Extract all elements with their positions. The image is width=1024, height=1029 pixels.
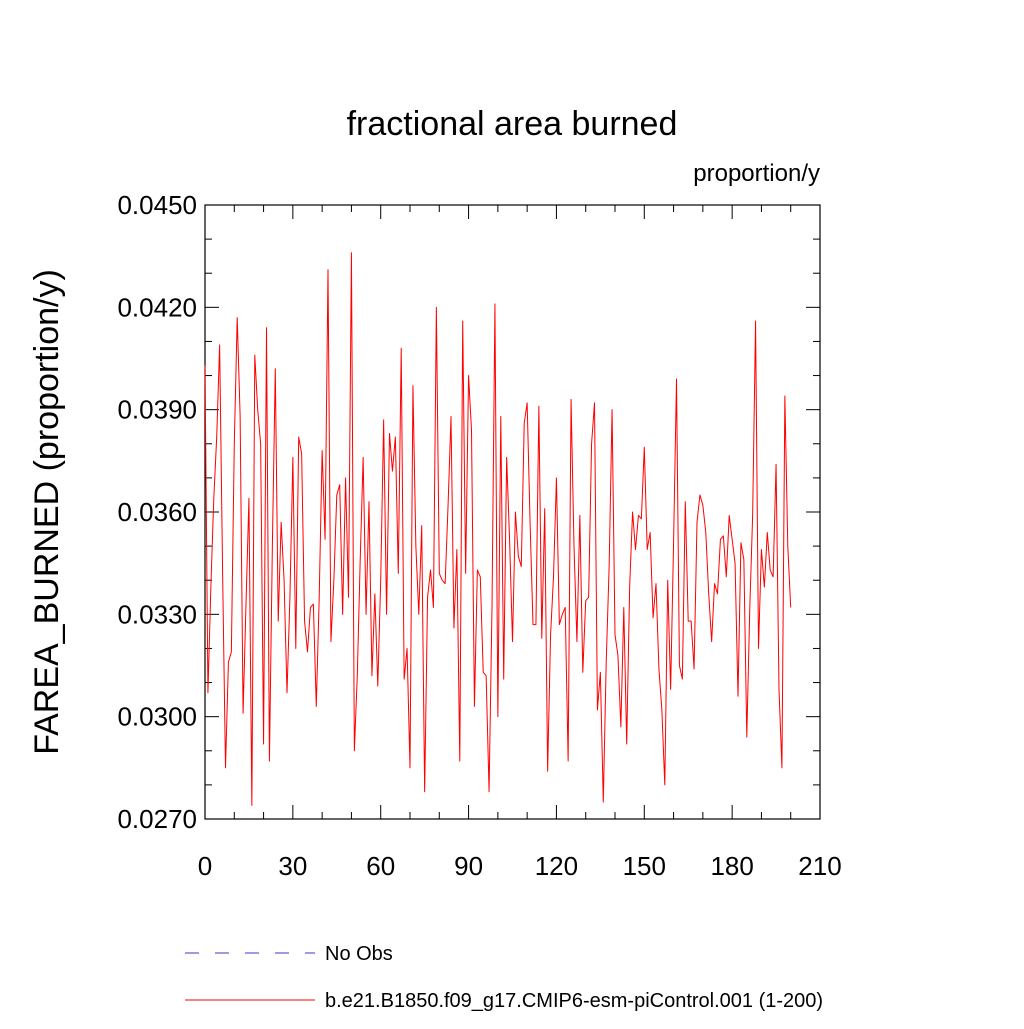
- x-tick-label: 0: [198, 851, 212, 881]
- y-tick-label: 0.0450: [117, 190, 197, 220]
- x-tick-label: 60: [366, 851, 395, 881]
- x-tick-label: 210: [798, 851, 841, 881]
- chart-title: fractional area burned: [347, 105, 678, 143]
- legend-label-series: b.e21.B1850.f09_g17.CMIP6-esm-piControl.…: [325, 990, 823, 1012]
- y-tick-label: 0.0420: [117, 292, 197, 322]
- y-tick-label: 0.0360: [117, 497, 197, 527]
- series-line-0: [204, 252, 792, 806]
- x-tick-label: 30: [278, 851, 307, 881]
- axes: 0 30 60 90 120 150 180 210 0.0270 0.0300 0.0330 0.0…: [117, 190, 841, 881]
- legend: No Obs b.e21.B1850.f09_g17.CMIP6-esm-piC…: [185, 943, 823, 1012]
- x-tick-label: 180: [710, 851, 753, 881]
- y-tick-label: 0.0330: [117, 599, 197, 629]
- legend-label-obs: No Obs: [325, 943, 393, 965]
- y-axis-label: FAREA_BURNED (proportion/y): [28, 269, 66, 755]
- y-tick-label: 0.0270: [117, 804, 197, 834]
- x-tick-label: 120: [535, 851, 578, 881]
- x-tick-label: 150: [623, 851, 666, 881]
- units-label: proportion/y: [693, 160, 820, 187]
- y-tick-label: 0.0390: [117, 395, 197, 425]
- series-layer: [204, 252, 792, 806]
- y-tick-label: 0.0300: [117, 702, 197, 732]
- x-tick-label: 90: [454, 851, 483, 881]
